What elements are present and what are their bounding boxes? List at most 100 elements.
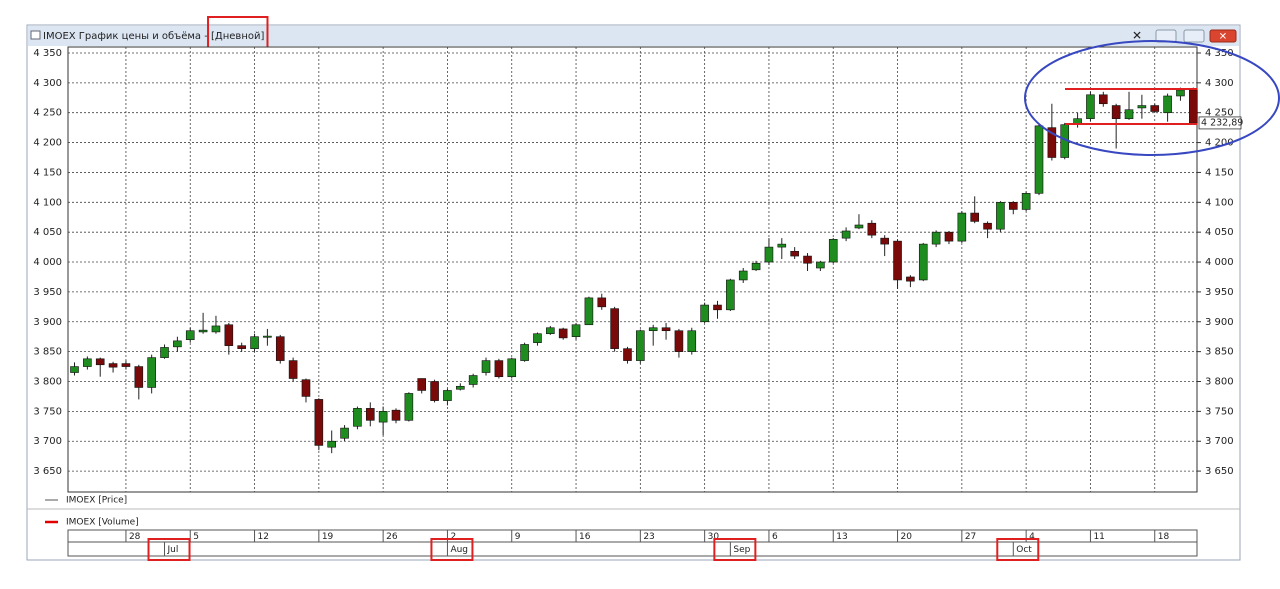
x-tick-label: 4 — [1029, 532, 1035, 542]
candle-body — [764, 246, 774, 263]
x-tick-label: 28 — [129, 532, 141, 542]
candle-body — [777, 243, 787, 248]
candle-body — [931, 231, 941, 245]
last-price-label: 4 232,89 — [1201, 117, 1243, 128]
y-tick-label-right: 4 300 — [1205, 78, 1234, 89]
y-tick-label: 4 250 — [33, 108, 62, 119]
candle-body — [443, 390, 452, 401]
month-label: Aug — [450, 545, 468, 555]
last-price-box — [1198, 116, 1242, 130]
x-tick-label: 18 — [1158, 532, 1170, 542]
candle-body — [674, 330, 684, 352]
candle-body — [828, 239, 838, 263]
candle-body — [494, 360, 504, 378]
candle-body — [211, 325, 221, 333]
candle-body — [970, 212, 980, 222]
candle-body — [893, 240, 902, 281]
candle-body — [918, 243, 928, 281]
candle-body — [160, 347, 169, 358]
candle-body — [700, 304, 709, 323]
candle-body — [790, 250, 799, 257]
candle-body — [558, 328, 568, 339]
y-tick-label-right: 4 350 — [1205, 48, 1234, 59]
x-tick-label: 30 — [708, 532, 720, 542]
candle-body — [1021, 193, 1031, 210]
candle-body — [880, 237, 889, 245]
candle-body — [1111, 105, 1121, 119]
candle-body — [1047, 127, 1057, 158]
candle-body — [1189, 89, 1198, 124]
x-tick-label: 11 — [1093, 532, 1104, 542]
candle-body — [854, 224, 864, 229]
x-tick-label: 6 — [772, 532, 778, 542]
close-button[interactable] — [1209, 29, 1237, 43]
y-tick-label-right: 4 200 — [1205, 138, 1234, 149]
month-highlight — [430, 538, 474, 561]
candle-body — [571, 324, 581, 337]
y-tick-label: 3 850 — [33, 347, 62, 358]
x-tick-label: 20 — [901, 532, 913, 542]
candle-body — [391, 409, 401, 421]
candle-body — [533, 333, 542, 343]
grid: 4 350 4 350 4 300 4 300 4 250 4 250 4 200 4 200… — [33, 47, 1234, 492]
candle-body — [314, 399, 324, 446]
y-tick-label: 3 650 — [33, 466, 62, 477]
candle-body — [185, 330, 195, 340]
y-tick-label: 4 350 — [33, 48, 62, 59]
month-label: Sep — [733, 545, 750, 555]
highlight-ellipse — [1024, 40, 1280, 156]
candle-body — [237, 345, 246, 349]
candle-body — [481, 360, 491, 373]
month-label: Jul — [167, 545, 179, 555]
candle-body — [648, 327, 658, 332]
y-tick-label-right: 3 850 — [1205, 347, 1234, 358]
window-icon — [30, 30, 41, 40]
candle-body — [597, 297, 607, 308]
candle-body — [430, 381, 439, 401]
y-tick-label-right: 3 650 — [1205, 466, 1234, 477]
y-tick-label: 4 100 — [33, 197, 62, 208]
y-tick-label: 4 200 — [33, 138, 62, 149]
candle-body — [250, 336, 259, 349]
candle-body — [301, 379, 311, 397]
candle-body — [353, 408, 362, 427]
candle-body — [134, 366, 144, 388]
y-tick-label-right: 3 750 — [1205, 406, 1234, 417]
date-axis: 28 5 12 19 26 2 9 16 23 30 6 13 20 27 4 11 18 Jul Aug Sep Oc… — [125, 530, 1170, 561]
maximize-button[interactable] — [1183, 29, 1205, 43]
date-strip — [67, 529, 1198, 557]
candle-body — [1034, 125, 1044, 194]
candle-body — [944, 231, 954, 242]
title: IMOEX График цены и объёма - — [43, 31, 211, 42]
close-icon: ✕ — [1219, 32, 1227, 43]
month-highlight — [996, 538, 1040, 561]
x-tick-label: 27 — [965, 532, 976, 542]
candle-body — [841, 230, 851, 239]
candle-body — [520, 344, 529, 361]
x-tick-label: 19 — [322, 532, 334, 542]
candle-body — [906, 276, 915, 282]
candle-body — [108, 363, 118, 368]
candle-body — [1163, 95, 1172, 114]
month-highlight — [713, 538, 757, 561]
y-tick-label-right: 4 150 — [1205, 167, 1234, 178]
window-title: IMOEX График цены и объёма - [Дневной] — [43, 31, 264, 42]
candle-body — [803, 255, 812, 264]
candle-body — [546, 327, 555, 335]
period: [Дневной] — [211, 31, 264, 42]
candle-body — [867, 222, 877, 236]
y-tick-label-right: 3 800 — [1205, 376, 1234, 387]
candle-body — [726, 279, 735, 311]
pin-button[interactable]: ✕ — [1132, 29, 1142, 43]
candle-body — [957, 212, 967, 242]
candle-body — [327, 440, 337, 448]
candle-body — [636, 330, 645, 361]
candle-body — [983, 222, 992, 230]
title-bar — [28, 26, 1239, 46]
y-tick-label-right: 4 100 — [1205, 197, 1234, 208]
candle-body — [340, 427, 349, 439]
candle-body — [83, 358, 92, 367]
x-tick-label: 16 — [579, 532, 591, 542]
y-tick-label: 3 950 — [33, 287, 62, 298]
